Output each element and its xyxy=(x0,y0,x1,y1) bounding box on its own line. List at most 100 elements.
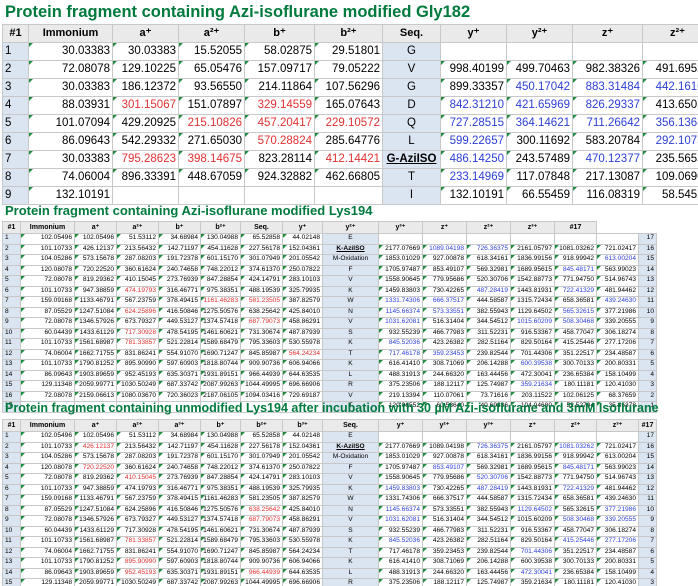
table-row: 8 74.06004 896.33391 448.67059 924.32882 462.… xyxy=(2,168,698,187)
ion-value: 129.11348 xyxy=(20,380,75,392)
ion-value: 831.86241 xyxy=(116,348,159,360)
table-row: 15 129.11348 2059.99771 1030.50249 687.33742… xyxy=(2,578,657,586)
ion-value xyxy=(244,186,315,205)
ion-value: 233.14969 xyxy=(440,168,507,187)
ion-value: 458.77047 xyxy=(554,327,597,339)
sequence-residue: K xyxy=(322,536,379,548)
ion-value: 581.23505 xyxy=(240,296,283,308)
table-row: 13 101.10733 1790.81252 895.90990 597.60903 1… xyxy=(2,557,657,569)
ion-value: 426.12137 xyxy=(74,243,117,255)
ion-value: 487.28419 xyxy=(466,285,511,297)
ion-value: 377.21986 xyxy=(596,504,639,516)
ion-value: 658.36581 xyxy=(554,296,597,308)
ion-value: 203.11522 xyxy=(510,390,555,402)
column-header: z⁺ xyxy=(572,24,643,43)
ion-value: 250.07822 xyxy=(282,264,323,276)
ion-value: 717.46178 xyxy=(378,546,423,558)
ion-value: 1662.71755 xyxy=(74,546,117,558)
row-index: 2 xyxy=(2,441,21,453)
ion-value xyxy=(554,233,597,245)
ion-value: 932.55239 xyxy=(378,327,423,339)
ion-value: 1331.74306 xyxy=(378,494,423,506)
ion-value: 1689.95615 xyxy=(510,264,555,276)
ion-value: 508.30468 xyxy=(554,317,597,329)
row-index-reverse: 9 xyxy=(638,317,657,329)
ion-value: 387.82579 xyxy=(282,494,323,506)
ion-value: 325.79935 xyxy=(282,285,323,297)
ion-value: 853.49107 xyxy=(422,462,467,474)
ion-value xyxy=(554,431,597,443)
header-row: #1 Immonium a⁺ a²⁺ b⁺ b²⁺ Seq. y⁺ y²⁺ y³⁺ z⁺ z²⁺ z³⁺… xyxy=(2,221,657,234)
ion-value: 1081.03262 xyxy=(554,441,597,453)
row-index: 13 xyxy=(2,359,21,371)
ion-value: 165.07643 xyxy=(314,96,383,115)
ion-value: 125.74987 xyxy=(466,578,511,586)
table-row: 10 60.04439 1433.61129 717.30928 478.54195 14… xyxy=(2,327,657,339)
header-row: #1 Immonium a⁺ a²⁺ a³⁺ b⁺ b²⁺ b³⁺ Seq. y⁺ y²⁺ y³⁺ z⁺… xyxy=(2,419,657,432)
column-header: #1 xyxy=(2,419,21,432)
sequence-residue: W xyxy=(322,494,379,506)
column-header: y³⁺ xyxy=(466,419,511,432)
sequence-residue: Q xyxy=(382,114,441,133)
ion-value: 581.23505 xyxy=(240,494,283,506)
column-header: y⁺ xyxy=(378,419,423,432)
ion-value: 847.28854 xyxy=(200,473,241,485)
table-1: #1Immoniuma⁺a²⁺b⁺b²⁺Seq.y⁺y²⁺z⁺z²⁺#9130.… xyxy=(2,24,698,205)
column-header: a⁺ xyxy=(74,419,117,432)
ion-value: 613.00204 xyxy=(596,254,639,266)
ion-value: 29.51801 xyxy=(314,42,383,61)
ion-value: 448.67059 xyxy=(178,168,245,187)
table-row: 4 120.08078 720.22520 360.61624 240.74658 748… xyxy=(2,462,657,474)
ion-value: 845.85987 xyxy=(240,348,283,360)
ion-value: 130.04988 xyxy=(200,431,241,443)
row-index-reverse: 8 xyxy=(638,327,657,339)
ion-value: 300.70133 xyxy=(554,557,597,569)
ion-value: 1561.68987 xyxy=(74,536,117,548)
ion-value: 687.33742 xyxy=(158,380,201,392)
table-row: 4 120.08078 720.22520 360.61624 240.74658 748… xyxy=(2,264,657,276)
ion-value: 895.90990 xyxy=(116,359,159,371)
ion-value: 1558.90645 xyxy=(378,275,423,287)
table-row: 9 132.10191 I 132.10191 66.55459 116.08319 58.… xyxy=(2,186,698,205)
ion-value: 916.53367 xyxy=(510,327,555,339)
ion-value: 424.14791 xyxy=(240,473,283,485)
ion-value: 186.12372 xyxy=(112,78,179,97)
ion-value: 606.94066 xyxy=(282,359,323,371)
ion-value: 819.29362 xyxy=(74,275,117,287)
ion-value: 499.70463 xyxy=(506,60,573,79)
row-index-reverse: 10 xyxy=(638,504,657,516)
row-index: 11 xyxy=(2,338,21,350)
ion-value: 316.46771 xyxy=(158,285,201,297)
sequence-residue: S xyxy=(322,525,379,537)
ion-value: 188.12117 xyxy=(422,578,467,586)
ion-value: 104.05286 xyxy=(20,452,75,464)
row-index-reverse: 5 xyxy=(638,557,657,569)
ion-value: 426.12137 xyxy=(74,441,117,453)
ion-value: 382.55943 xyxy=(466,504,511,516)
column-header: b⁺ xyxy=(158,221,201,234)
ion-value: 329.14559 xyxy=(244,96,315,115)
row-index: 1 xyxy=(2,42,29,61)
ion-value: 795.28623 xyxy=(112,150,179,169)
row-index-reverse: 6 xyxy=(638,348,657,360)
ion-value: 487.28419 xyxy=(466,483,511,495)
column-header: b⁺ xyxy=(200,419,241,432)
ion-value: 413.65032 xyxy=(642,96,698,115)
ion-value: 599.22657 xyxy=(440,132,507,151)
ion-value: 1818.80744 xyxy=(200,557,241,569)
row-index: 4 xyxy=(2,462,21,474)
ion-value: 516.31404 xyxy=(422,515,467,527)
ion-value: 771.94750 xyxy=(554,275,597,287)
ion-value: 658.36581 xyxy=(554,494,597,506)
column-header: z⁺ xyxy=(510,419,555,432)
ion-value: 1689.95615 xyxy=(510,462,555,474)
ion-value: 191.72378 xyxy=(158,452,201,464)
ion-value: 1133.46791 xyxy=(74,494,117,506)
ion-value: 624.25896 xyxy=(116,504,159,516)
sequence-residue: F xyxy=(322,264,379,276)
ion-value: 1931.89151 xyxy=(200,567,241,579)
ion-value: 918.99942 xyxy=(554,452,597,464)
ion-value: 410.15045 xyxy=(116,473,159,485)
ion-value: 454.11628 xyxy=(200,441,241,453)
